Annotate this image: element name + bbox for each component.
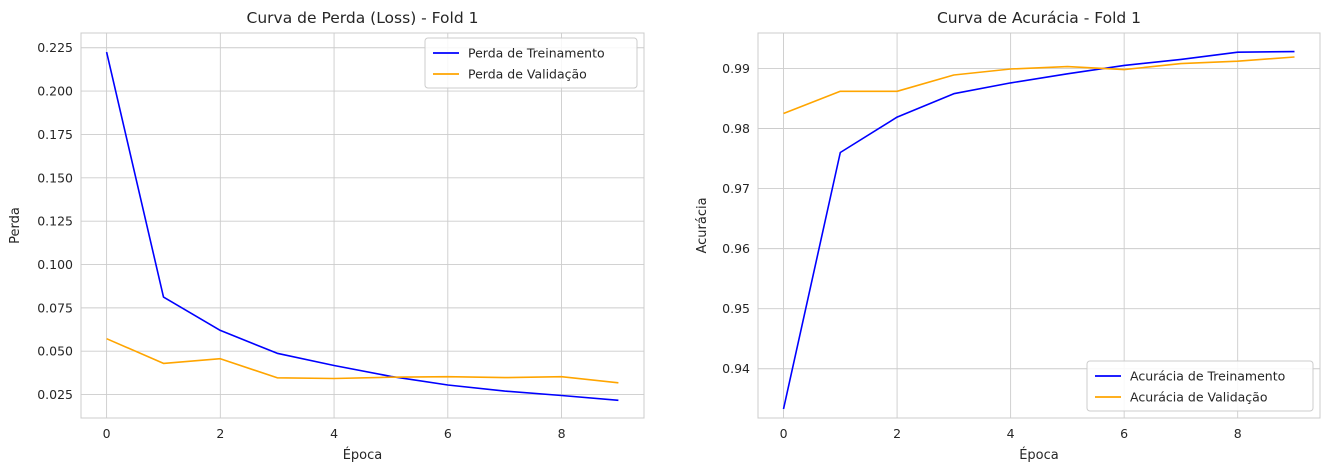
chart-title: Curva de Acurácia - Fold 1 [937, 9, 1141, 27]
y-tick-label: 0.025 [37, 387, 73, 402]
y-tick-label: 0.96 [722, 241, 750, 256]
y-tick-label: 0.225 [37, 40, 73, 55]
legend-box [424, 37, 638, 89]
legend: Acurácia de Treinamento Acurácia de Valid… [1086, 360, 1314, 412]
legend-box [1086, 360, 1314, 412]
x-axis-label: Época [1019, 447, 1059, 463]
y-tick-label: 0.150 [37, 170, 73, 185]
y-axis-label: Acurácia [695, 197, 710, 253]
x-tick-label: 6 [1120, 426, 1128, 441]
legend: Perda de Treinamento Perda de Validação [424, 37, 638, 89]
y-tick-label: 0.99 [722, 61, 750, 76]
x-tick-label: 8 [1234, 426, 1242, 441]
x-tick-label: 0 [103, 426, 111, 441]
series-line-1 [105, 51, 619, 402]
x-tick-label: 2 [893, 426, 901, 441]
series-line-2 [106, 337, 619, 384]
chart-title: Curva de Perda (Loss) - Fold 1 [247, 9, 479, 27]
x-tick-label: 6 [444, 426, 452, 441]
legend-label: Perda de Validação [468, 67, 587, 82]
y-tick-label: 0.050 [37, 344, 73, 359]
legend-label: Acurácia de Validação [1130, 390, 1267, 405]
x-axis-label: Época [343, 447, 383, 463]
x-tick-label: 0 [780, 426, 788, 441]
legend-label: Acurácia de Treinamento [1130, 369, 1285, 384]
plot-frame [757, 32, 1321, 419]
x-tick-label: 8 [558, 426, 566, 441]
series-line-1 [782, 50, 1295, 410]
y-tick-label: 0.98 [722, 121, 750, 136]
series-line-2 [783, 56, 1295, 115]
y-tick-label: 0.175 [37, 127, 73, 142]
y-tick-label: 0.94 [722, 361, 750, 376]
y-tick-label: 0.125 [37, 214, 73, 229]
y-axis-label: Perda [8, 207, 23, 244]
y-tick-label: 0.97 [722, 181, 750, 196]
y-tick-label: 0.075 [37, 300, 73, 315]
x-tick-label: 4 [330, 426, 338, 441]
chart-2: 0 2 4 6 8 0.94 0.95 0.96 0.97 0.98 0.99 Época Acurác… [695, 9, 1321, 463]
plot-frame [80, 32, 645, 419]
y-tick-label: 0.100 [37, 257, 73, 272]
y-tick-label: 0.95 [722, 301, 750, 316]
x-tick-label: 4 [1007, 426, 1015, 441]
y-tick-label: 0.200 [37, 84, 73, 99]
legend-label: Perda de Treinamento [468, 46, 605, 61]
x-tick-label: 2 [216, 426, 224, 441]
chart-1: 0 2 4 6 8 0.025 0.050 0.075 0.100 0.125 0.150 0.175… [8, 9, 645, 463]
